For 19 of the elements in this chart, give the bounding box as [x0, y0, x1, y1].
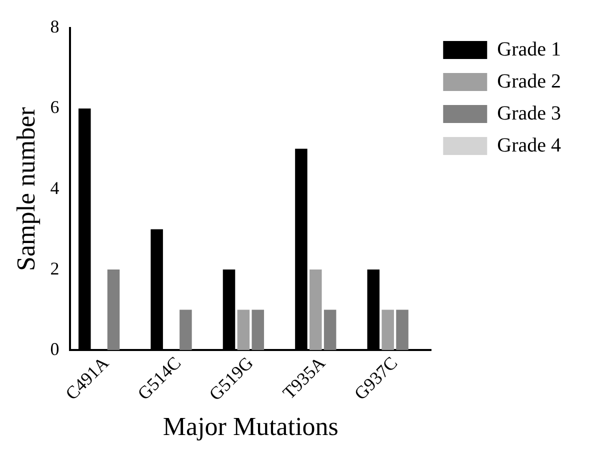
- bar: [396, 310, 408, 350]
- bar: [180, 310, 192, 350]
- bar: [237, 310, 250, 350]
- bar: [252, 310, 264, 350]
- legend-label: Grade 4: [497, 134, 561, 156]
- y-axis-title: Sample number: [11, 106, 40, 271]
- y-tick-label: 4: [50, 178, 60, 198]
- bar: [382, 310, 394, 350]
- legend-label: Grade 2: [497, 70, 561, 92]
- y-tick-label: 2: [50, 258, 60, 278]
- y-tick-label: 0: [50, 338, 60, 359]
- legend-label: Grade 3: [497, 102, 561, 124]
- bar: [324, 310, 336, 350]
- x-axis-title: Major Mutations: [162, 412, 338, 442]
- legend-label: Grade 1: [497, 38, 561, 60]
- y-tick-label: 8: [50, 16, 60, 37]
- y-tick-label: 6: [50, 97, 60, 118]
- bar: [310, 270, 322, 350]
- bar: [107, 270, 120, 350]
